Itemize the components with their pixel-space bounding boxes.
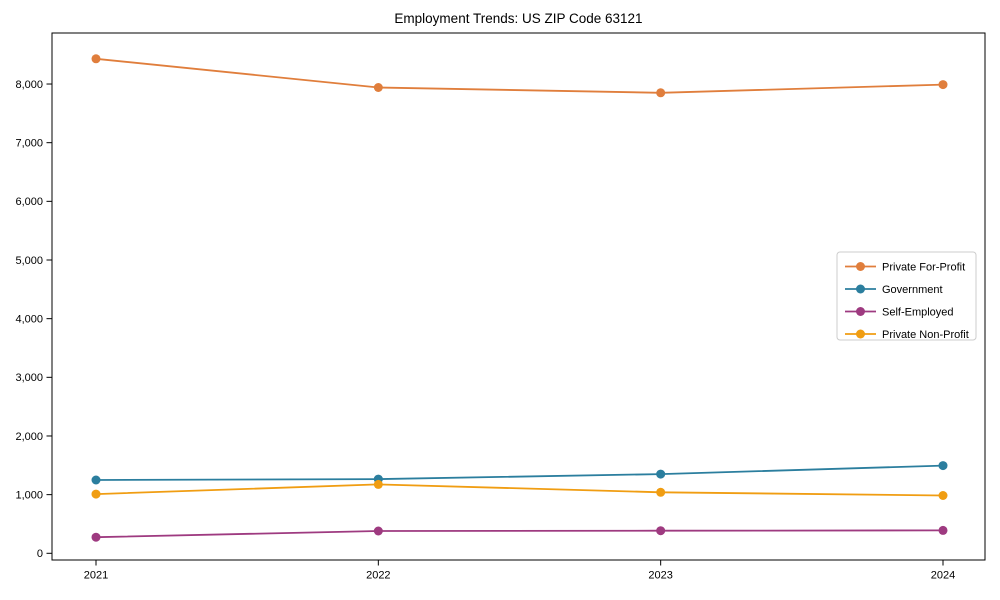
y-tick-label: 7,000 [15,137,43,149]
chart-legend: Private For-Profit Government Self-Employe… [836,251,977,341]
legend-entry-self-employed: Self-Employed [845,307,954,319]
x-tick-label: 2023 [648,570,672,582]
data-point-self-employed-2024 [938,525,948,535]
data-point-self-employed-2023 [656,526,666,536]
series-line-self-employed [95,529,944,539]
y-tick-label: 2,000 [15,431,43,443]
data-point-private-for-profit-2022 [373,83,383,92]
legend-label-private-non-profit: Private Non-Profit [882,329,969,341]
legend-marker-self-employed [856,307,865,316]
y-tick-label: 6,000 [15,196,43,208]
chart-title: Employment Trends: US ZIP Code 63121 [394,11,642,26]
legend-label-self-employed: Self-Employed [882,307,954,319]
data-point-private-for-profit-2021 [91,54,101,64]
data-point-private-non-profit-2023 [656,487,666,497]
data-point-government-2024 [938,461,948,471]
legend-label-government: Government [882,284,943,296]
legend-entry-private-non-profit: Private Non-Profit [845,329,969,341]
legend-box [836,251,977,341]
y-tick-label: 0 [37,548,43,560]
data-point-private-for-profit-2023 [656,88,666,98]
x-tick-label: 2024 [931,570,955,582]
series-line-government [95,464,944,481]
data-point-self-employed-2021 [91,532,101,542]
legend-label-private-for-profit: Private For-Profit [882,262,965,274]
legend-entry-private-for-profit: Private For-Profit [845,262,965,274]
plot-border [51,32,986,561]
legend-entry-government: Government [845,284,943,296]
data-point-private-non-profit-2021 [91,489,101,499]
x-tick-label: 2021 [84,570,108,582]
legend-marker-government [856,284,865,294]
y-tick-label: 5,000 [15,255,43,267]
y-tick-label: 8,000 [15,79,43,91]
data-series [91,54,948,542]
data-point-government-2023 [656,469,666,479]
data-point-self-employed-2022 [373,526,383,536]
series-line-private-for-profit [95,57,944,94]
data-point-private-non-profit-2024 [938,491,948,500]
y-tick-label: 3,000 [15,372,43,384]
y-tick-label: 4,000 [15,313,43,325]
legend-marker-private-non-profit [856,329,865,339]
data-point-private-for-profit-2024 [938,80,948,90]
y-tick-label: 1,000 [15,489,43,501]
data-point-government-2021 [91,475,101,485]
legend-marker-private-for-profit [856,262,865,271]
axes: 0 1,000 2,000 3,000 4,000 5,000 6,000 7,000 8,00… [15,32,986,582]
data-point-private-non-profit-2022 [373,479,383,489]
series-line-private-non-profit [95,483,944,497]
x-tick-label: 2022 [366,570,390,582]
